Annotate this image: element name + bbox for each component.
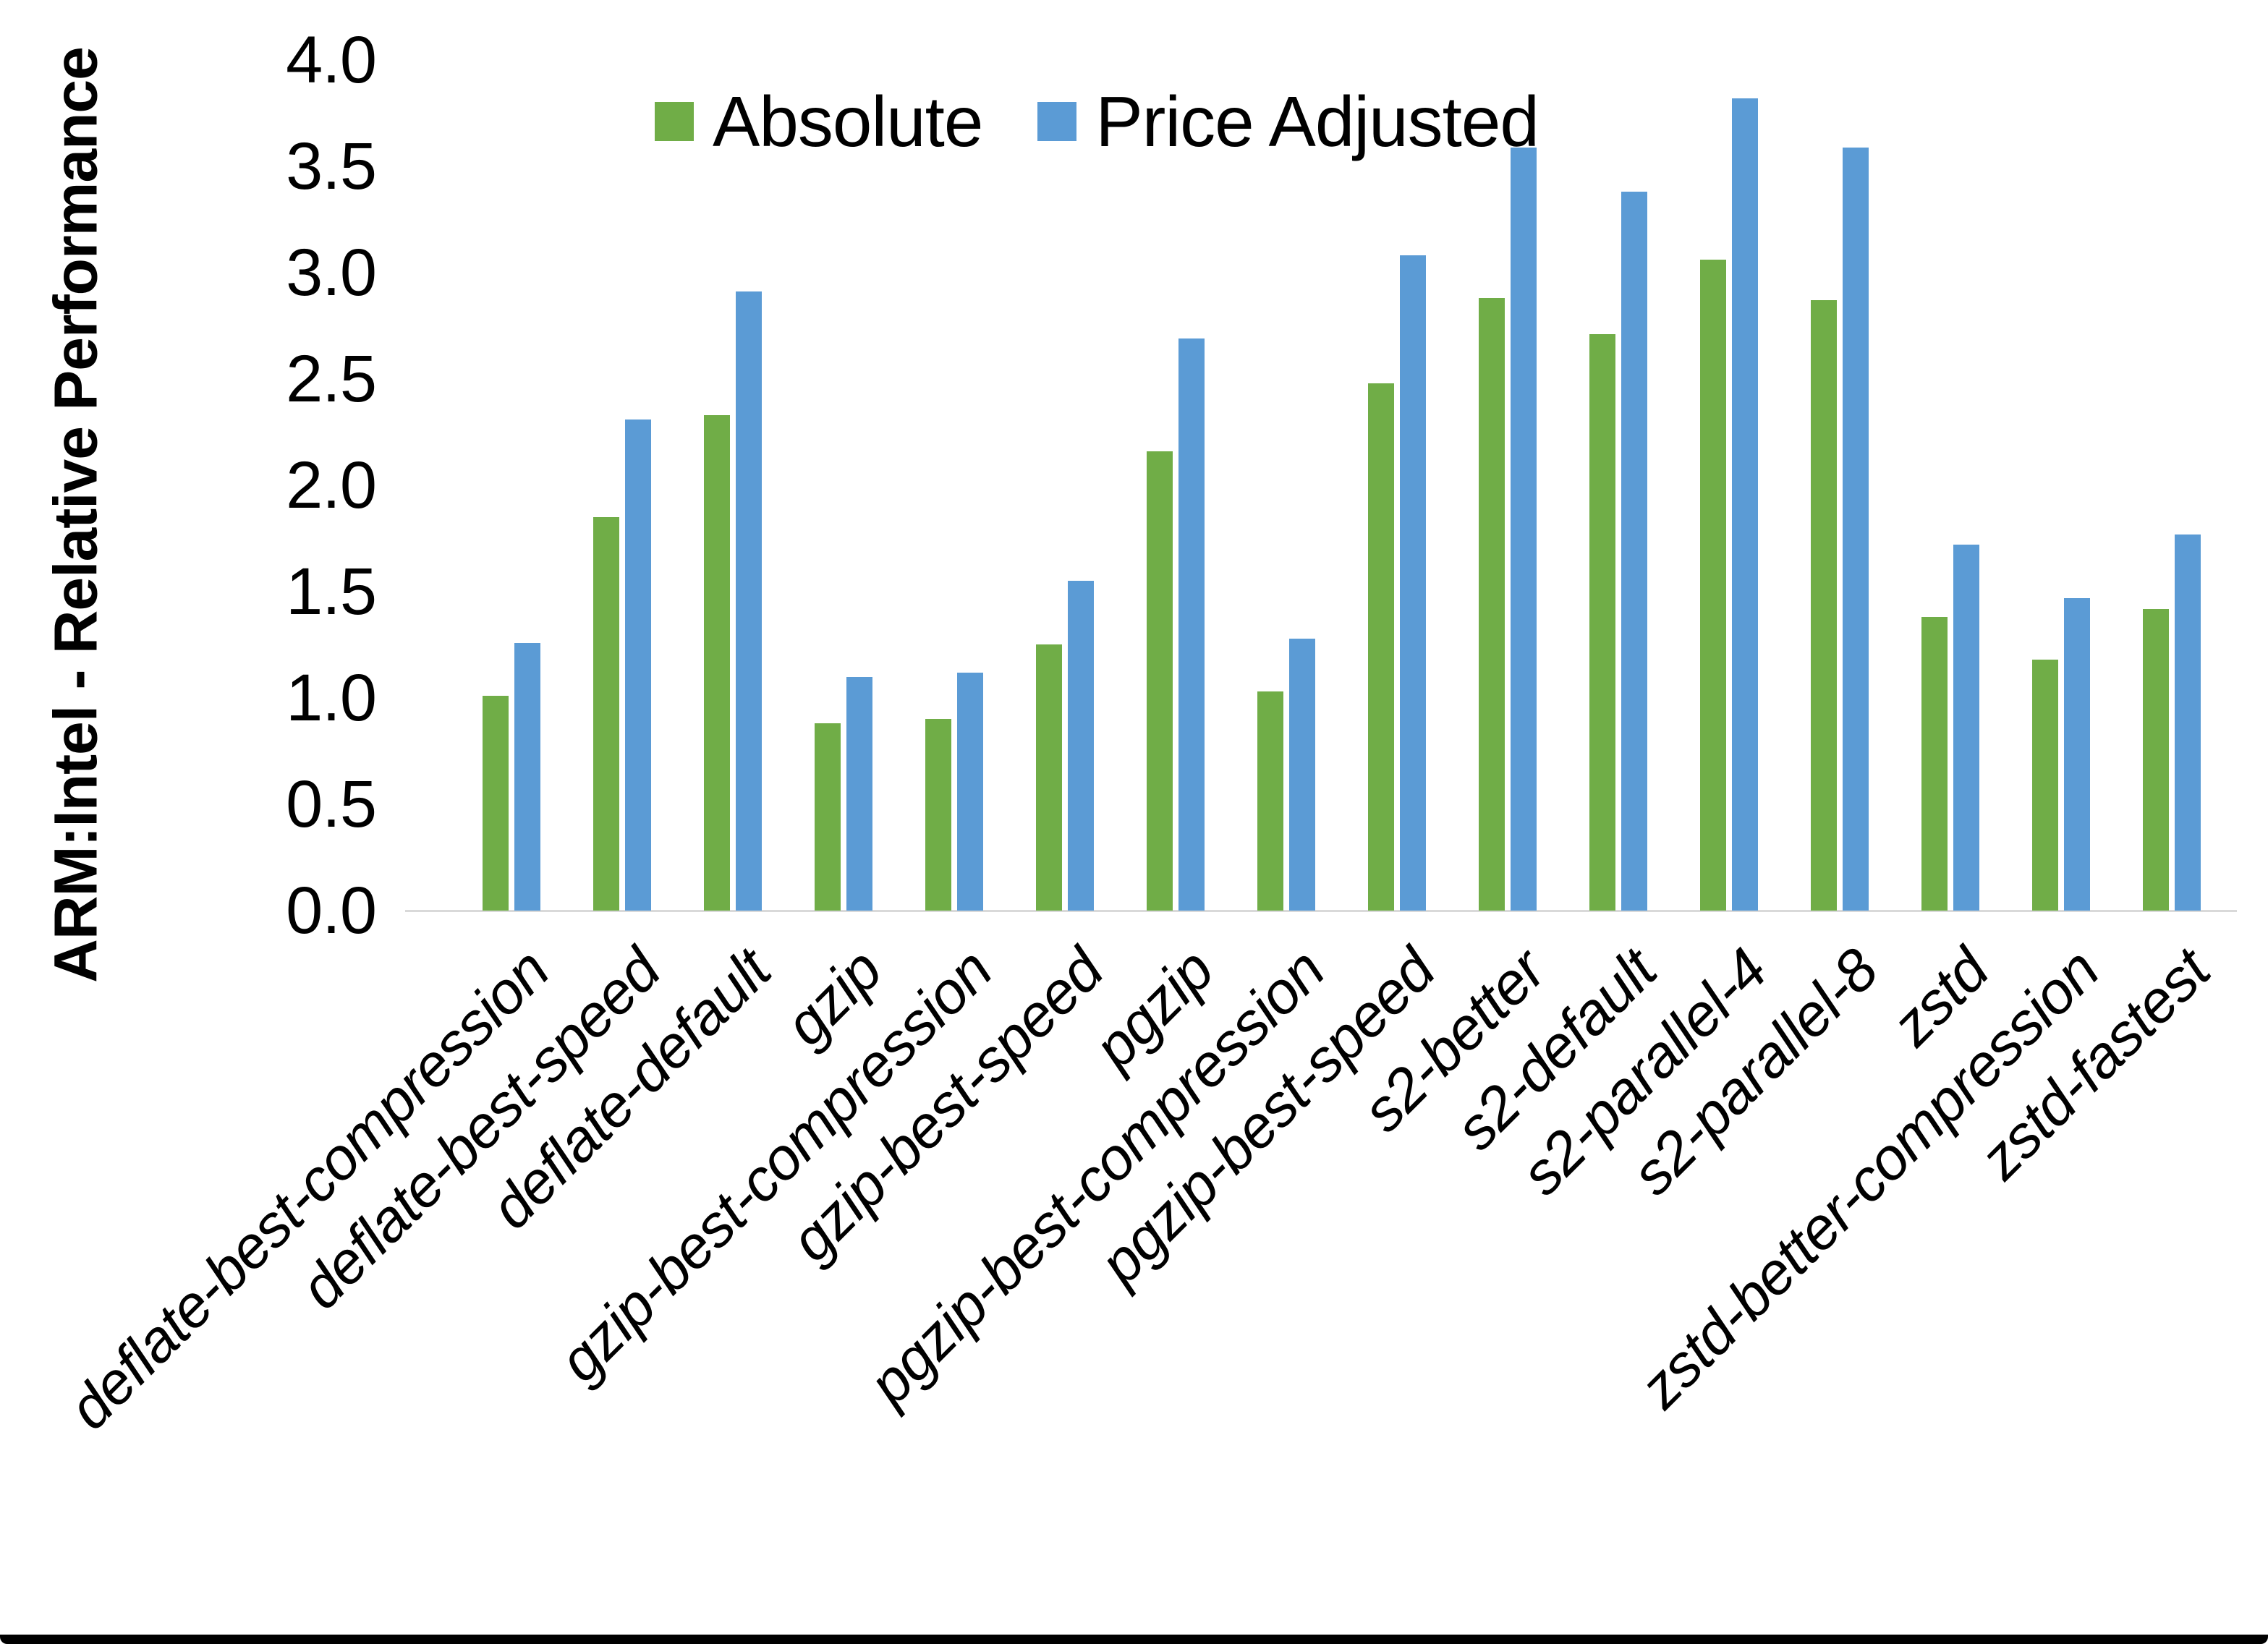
bar-s2-parallel-4-price-adjusted	[1732, 98, 1758, 911]
bar-gzip-best-speed-price-adjusted	[1068, 581, 1094, 911]
legend-item-absolute: Absolute	[655, 82, 983, 161]
bar-deflate-best-compression-absolute	[483, 696, 509, 911]
legend-swatch-icon	[1037, 102, 1077, 141]
bar-s2-better-price-adjusted	[1511, 148, 1537, 911]
bar-s2-better-absolute	[1479, 298, 1505, 911]
bar-zstd-price-adjusted	[1953, 545, 1979, 911]
x-axis-line	[405, 910, 2237, 912]
y-axis-tick-label: 3.5	[286, 129, 377, 203]
bar-s2-default-absolute	[1589, 334, 1615, 911]
bar-zstd-fastest-price-adjusted	[2175, 534, 2201, 911]
bar-deflate-best-speed-price-adjusted	[625, 419, 651, 911]
y-axis-tick-label: 1.0	[286, 661, 377, 735]
legend-label: Absolute	[713, 82, 983, 161]
y-axis-tick-label: 0.0	[286, 874, 377, 947]
legend: Absolute Price Adjusted	[655, 85, 1539, 158]
y-axis-tick-label: 0.5	[286, 767, 377, 841]
bar-zstd-better-compression-absolute	[2032, 660, 2058, 911]
legend-swatch-icon	[655, 102, 694, 141]
bar-pgzip-absolute	[1147, 451, 1173, 911]
bar-gzip-absolute	[815, 723, 841, 911]
bar-s2-parallel-8-price-adjusted	[1843, 148, 1869, 911]
bar-gzip-best-speed-absolute	[1036, 644, 1062, 911]
legend-item-price-adjusted: Price Adjusted	[1037, 82, 1539, 161]
bar-gzip-best-compression-price-adjusted	[957, 673, 983, 911]
bar-deflate-default-price-adjusted	[736, 291, 762, 911]
bar-s2-parallel-8-absolute	[1811, 300, 1837, 911]
bar-deflate-best-speed-absolute	[593, 517, 619, 911]
bar-zstd-better-compression-price-adjusted	[2064, 598, 2090, 911]
bar-deflate-best-compression-price-adjusted	[514, 643, 540, 911]
bar-pgzip-price-adjusted	[1178, 338, 1205, 911]
legend-label: Price Adjusted	[1095, 82, 1539, 161]
bar-gzip-best-compression-absolute	[925, 719, 951, 911]
y-axis-tick-label: 4.0	[286, 23, 377, 97]
y-axis-tick-label: 1.5	[286, 555, 377, 629]
y-axis-tick-label: 2.5	[286, 342, 377, 416]
bar-s2-default-price-adjusted	[1621, 192, 1647, 911]
bar-pgzip-best-compression-absolute	[1257, 691, 1283, 911]
y-axis-tick-label: 3.0	[286, 236, 377, 310]
bar-pgzip-best-speed-absolute	[1368, 383, 1394, 911]
bar-pgzip-best-compression-price-adjusted	[1289, 639, 1315, 911]
bar-pgzip-best-speed-price-adjusted	[1400, 255, 1426, 911]
bar-deflate-default-absolute	[704, 415, 730, 911]
bar-zstd-absolute	[1921, 617, 1948, 911]
window-bottom-border	[0, 1635, 2268, 1644]
y-axis-tick-label: 2.0	[286, 448, 377, 522]
bar-s2-parallel-4-absolute	[1700, 260, 1726, 911]
bar-zstd-fastest-absolute	[2143, 609, 2169, 911]
bar-gzip-price-adjusted	[846, 677, 872, 911]
